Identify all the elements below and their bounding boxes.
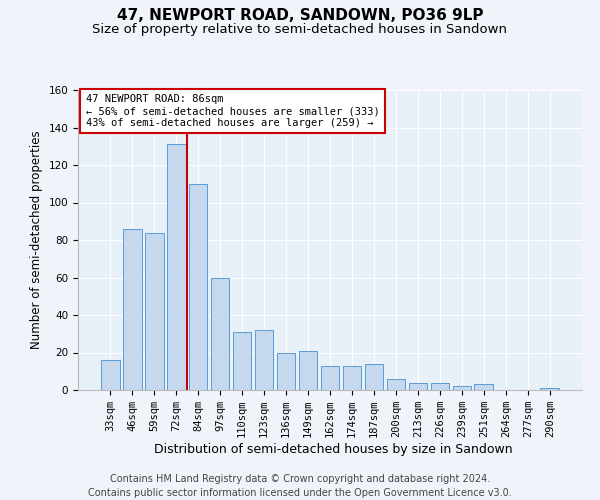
Bar xyxy=(409,382,427,390)
Bar xyxy=(320,366,340,390)
Y-axis label: Number of semi-detached properties: Number of semi-detached properties xyxy=(30,130,43,350)
Bar xyxy=(123,229,142,390)
Bar xyxy=(189,184,208,390)
Text: Distribution of semi-detached houses by size in Sandown: Distribution of semi-detached houses by … xyxy=(154,442,512,456)
Bar xyxy=(452,386,471,390)
Bar xyxy=(255,330,274,390)
Bar xyxy=(365,364,383,390)
Bar xyxy=(211,278,229,390)
Bar xyxy=(145,232,164,390)
Text: Size of property relative to semi-detached houses in Sandown: Size of property relative to semi-detach… xyxy=(92,22,508,36)
Bar xyxy=(233,332,251,390)
Bar xyxy=(101,360,119,390)
Bar xyxy=(431,382,449,390)
Bar xyxy=(167,144,185,390)
Bar xyxy=(277,352,295,390)
Text: Contains HM Land Registry data © Crown copyright and database right 2024.
Contai: Contains HM Land Registry data © Crown c… xyxy=(88,474,512,498)
Bar xyxy=(343,366,361,390)
Bar xyxy=(386,379,405,390)
Text: 47 NEWPORT ROAD: 86sqm
← 56% of semi-detached houses are smaller (333)
43% of se: 47 NEWPORT ROAD: 86sqm ← 56% of semi-det… xyxy=(86,94,379,128)
Bar xyxy=(299,350,317,390)
Bar xyxy=(541,388,559,390)
Bar xyxy=(475,384,493,390)
Text: 47, NEWPORT ROAD, SANDOWN, PO36 9LP: 47, NEWPORT ROAD, SANDOWN, PO36 9LP xyxy=(117,8,483,22)
